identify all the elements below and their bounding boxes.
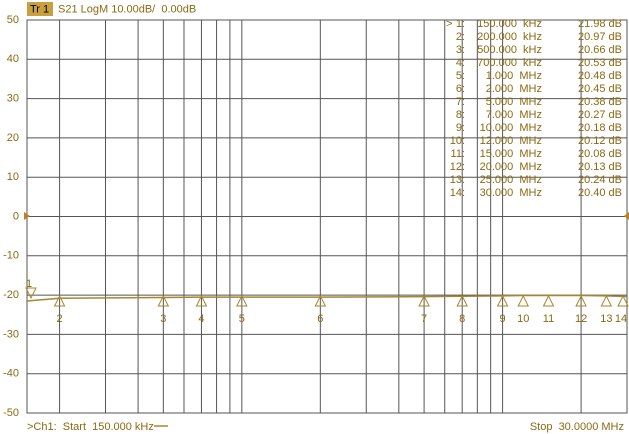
marker-label: 3: [160, 313, 166, 325]
y-tick-label: -10: [3, 250, 19, 262]
marker-triangle: [600, 294, 613, 307]
y-tick-label: 20: [7, 132, 19, 144]
marker-label: 5: [239, 313, 245, 325]
marker-frequency: 7.000 MHz: [486, 109, 542, 121]
marker-row-label: 8:: [456, 109, 465, 121]
y-tick-label: 40: [7, 53, 19, 65]
marker-row-label: 12:: [450, 161, 465, 173]
marker-frequency: 2.000 MHz: [486, 83, 542, 95]
y-tick-label: -50: [3, 407, 19, 419]
marker-triangle: [195, 294, 208, 307]
marker-label: 2: [57, 313, 63, 325]
reference-arrow: [24, 212, 30, 220]
marker-value: 20.12 dB: [578, 135, 622, 147]
y-tick-label: 50: [7, 14, 19, 26]
marker-label: 1: [26, 278, 32, 290]
marker-triangle: [53, 294, 66, 307]
marker-row-label: 14:: [450, 187, 465, 199]
y-tick-label: -20: [3, 289, 19, 301]
marker-value: 20.18 dB: [578, 122, 622, 134]
marker-frequency: 500.000 kHz: [477, 44, 542, 56]
marker-frequency: 200.000 kHz: [477, 31, 542, 43]
marker-value: 20.97 dB: [578, 31, 622, 43]
marker-value: 20.38 dB: [578, 96, 622, 108]
marker-triangle: [236, 294, 248, 307]
y-tick-label: 0: [13, 210, 19, 222]
marker-value: 20.45 dB: [578, 83, 622, 95]
marker-label: 4: [198, 313, 204, 325]
marker-triangle: [456, 294, 469, 307]
marker-label: 8: [459, 313, 465, 325]
reference-arrow: [624, 212, 629, 220]
marker-frequency: 20.000 MHz: [480, 161, 542, 173]
marker-row-label: 6:: [456, 83, 465, 95]
marker-row-label: 9:: [456, 122, 465, 134]
marker-frequency: 25.000 MHz: [480, 174, 542, 186]
marker-label: 13: [600, 313, 612, 325]
marker-label: 12: [575, 313, 587, 325]
trace-tag-box: [27, 2, 53, 16]
footer-stop: Stop 30.0000 MHz: [530, 421, 624, 433]
trace-tag: Tr 1: [30, 3, 49, 15]
marker-triangle: [617, 294, 629, 307]
marker-frequency: 30.000 MHz: [480, 187, 542, 199]
y-tick-label: -40: [3, 368, 19, 380]
marker-label: 7: [421, 313, 427, 325]
marker-value: 20.13 dB: [578, 161, 622, 173]
marker-triangle: [575, 294, 587, 307]
marker-label: 11: [543, 313, 554, 325]
marker-value: 20.08 dB: [578, 148, 622, 160]
marker-row-label: 3:: [456, 44, 465, 56]
marker-row-label: 13:: [450, 174, 465, 186]
y-tick-label: 10: [7, 171, 19, 183]
marker-frequency: 150.000 kHz: [477, 18, 542, 30]
marker-value: 20.48 dB: [578, 70, 622, 82]
marker-row-label: 11:: [451, 148, 465, 160]
marker-triangle: [418, 294, 430, 307]
marker-triangle: [542, 294, 555, 307]
marker-triangle: [496, 294, 509, 307]
marker-value: 20.53 dB: [578, 57, 622, 69]
marker-row-label: 1:: [456, 18, 465, 30]
marker-frequency: 10.000 MHz: [480, 122, 542, 134]
y-tick-label: -30: [3, 328, 19, 340]
marker-label: 14: [615, 313, 627, 325]
marker-row-label: 5:: [456, 70, 465, 82]
marker-triangle: [517, 294, 530, 307]
marker-triangle: [25, 287, 37, 300]
y-tick-label: 30: [7, 93, 19, 105]
active-marker-indicator: >: [446, 18, 452, 30]
marker-value: 21.98 dB: [578, 18, 622, 30]
marker-label: 6: [317, 313, 323, 325]
marker-frequency: 1.000 MHz: [486, 70, 542, 82]
marker-frequency: 700.000 kHz: [477, 57, 542, 69]
marker-row-label: 2:: [456, 31, 465, 43]
trace: [26, 294, 628, 302]
marker-value: 20.24 dB: [578, 174, 622, 186]
marker-row-label: 10:: [450, 135, 465, 147]
marker-frequency: 12.000 MHz: [480, 135, 542, 147]
marker-frequency: 5.000 MHz: [486, 96, 542, 108]
marker-triangle: [157, 294, 170, 307]
marker-label: 10: [517, 313, 529, 325]
footer-start: >Ch1: Start 150.000 kHz: [27, 421, 154, 433]
marker-value: 20.66 dB: [578, 44, 622, 56]
marker-row-label: 7:: [456, 96, 465, 108]
marker-row-label: 4:: [456, 57, 465, 69]
marker-value: 20.40 dB: [578, 187, 622, 199]
marker-frequency: 15.000 MHz: [480, 148, 542, 160]
trace-title: S21 LogM 10.00dB/ 0.00dB: [58, 3, 196, 15]
marker-triangle: [314, 294, 327, 307]
marker-label: 9: [500, 313, 506, 325]
marker-value: 20.27 dB: [578, 109, 622, 121]
